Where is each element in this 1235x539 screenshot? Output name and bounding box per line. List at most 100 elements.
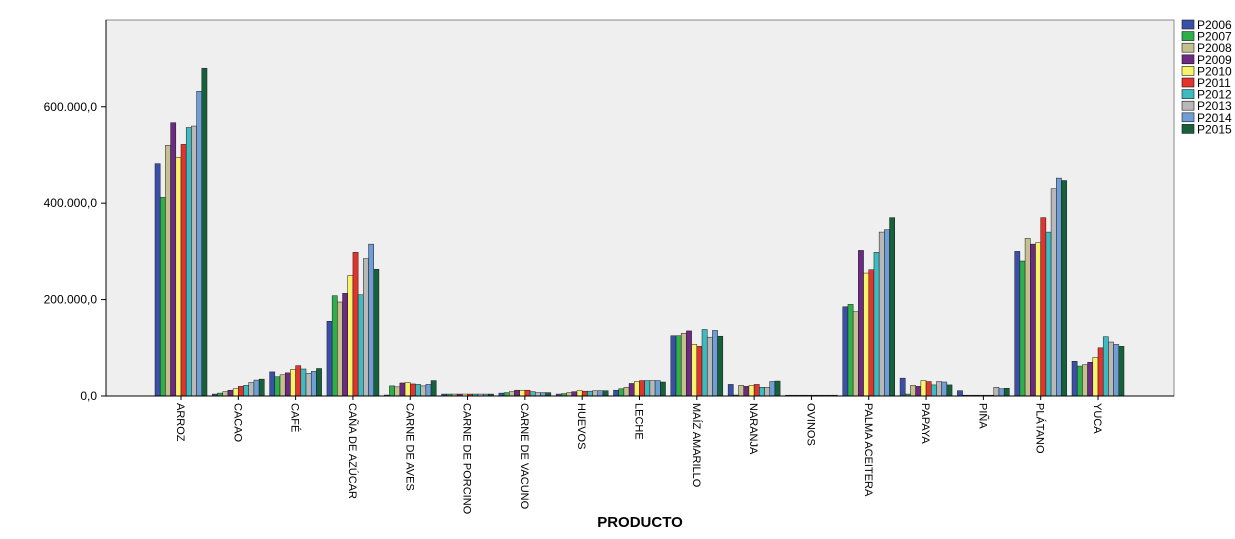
bar-p2014-4 <box>425 384 432 397</box>
legend-swatch <box>1181 66 1195 76</box>
y-tick-label: 200.000,0 <box>44 293 98 307</box>
x-tick-label: CARNE DE VACUNO <box>518 403 530 510</box>
legend-label: P2007 <box>1197 30 1232 44</box>
bar-p2010-9 <box>691 344 698 397</box>
bar-p2007-3 <box>331 295 338 397</box>
bar-p2011-16 <box>1097 347 1104 397</box>
bar-p2015-8 <box>660 381 666 397</box>
bar-p2012-0 <box>185 127 192 397</box>
x-tick-label: CAFÉ <box>289 403 302 432</box>
bar-p2010-1 <box>232 388 239 397</box>
bar-p2013-13 <box>936 381 942 397</box>
legend-label: P2013 <box>1197 99 1232 113</box>
y-axis: 0,0 200.000,0 400.000,0 600.000,0 <box>44 20 107 403</box>
bar-p2008-12 <box>852 311 859 397</box>
bar-p2007-15 <box>1019 260 1026 397</box>
bar-p2010-12 <box>863 272 869 397</box>
bar-p2008-1 <box>222 391 229 397</box>
bar-p2015-7 <box>602 390 609 397</box>
bar-p2006-12 <box>842 306 849 397</box>
legend-label: P2006 <box>1197 18 1232 32</box>
x-tick-label: PAPAYA <box>919 403 931 444</box>
bar-p2007-2 <box>274 376 281 397</box>
bar-p2010-15 <box>1035 242 1041 397</box>
bar-p2015-4 <box>430 380 437 397</box>
x-tick-label: PIÑA <box>976 403 989 429</box>
y-tick-label: 0,0 <box>80 389 97 403</box>
plot-area <box>105 19 1175 397</box>
bar-p2008-13 <box>910 385 916 397</box>
bar-p2014-15 <box>1056 177 1062 397</box>
bar-p2013-8 <box>649 380 656 397</box>
bar-p2015-3 <box>373 268 380 397</box>
bar-p2008-0 <box>165 145 171 397</box>
bar-p2009-0 <box>170 122 177 397</box>
legend: P2006P2007P2008P2009P2010P2011P2012P2013… <box>1181 18 1232 136</box>
x-tick-label: HUEVOS <box>575 403 587 449</box>
bar-p2014-13 <box>941 381 948 397</box>
bar-p2007-12 <box>847 304 854 397</box>
bar-p2011-4 <box>410 383 416 397</box>
bar-p2009-15 <box>1030 243 1036 397</box>
legend-label: P2012 <box>1197 88 1232 102</box>
bar-p2007-0 <box>159 197 166 397</box>
bar-p2006-14 <box>957 390 963 397</box>
bar-p2011-2 <box>295 365 302 397</box>
bar-p2009-4 <box>399 382 406 397</box>
bar-p2007-9 <box>675 335 682 397</box>
bar-p2010-7 <box>576 390 583 397</box>
bar-p2013-4 <box>420 385 427 397</box>
bar-p2011-6 <box>524 389 531 397</box>
legend-label: P2009 <box>1197 53 1232 67</box>
bar-p2007-4 <box>389 385 395 397</box>
x-tick-label: CAÑA DE AZÚCAR <box>346 403 359 499</box>
bar-p2012-16 <box>1102 336 1109 397</box>
bar-p2010-4 <box>404 382 411 397</box>
bar-p2015-12 <box>889 217 895 397</box>
bar-p2007-8 <box>618 388 625 397</box>
bar-p2011-1 <box>238 386 244 397</box>
bar-p2013-12 <box>878 231 885 397</box>
bar-p2011-9 <box>696 346 703 397</box>
bar-p2014-10 <box>769 381 776 397</box>
bar-p2014-6 <box>540 392 546 397</box>
bar-p2009-12 <box>858 250 864 397</box>
bar-p2012-12 <box>873 252 880 397</box>
bar-p2012-9 <box>701 329 708 397</box>
bar-p2006-8 <box>613 389 619 397</box>
bar-p2009-16 <box>1087 362 1094 397</box>
bar-p2015-0 <box>201 67 208 397</box>
bar-p2014-12 <box>884 229 890 397</box>
legend-swatch <box>1181 124 1195 134</box>
bar-p2015-10 <box>774 380 781 397</box>
legend-label: P2015 <box>1197 122 1232 136</box>
bar-p2009-1 <box>227 389 234 397</box>
x-tick-label: CARNE DE AVES <box>403 403 415 491</box>
x-tick-label: MAÍZ AMARILLO <box>690 403 703 488</box>
bar-p2009-3 <box>342 293 348 397</box>
bar-p2012-1 <box>243 385 249 397</box>
bar-p2012-4 <box>415 384 421 397</box>
bar-p2006-16 <box>1071 361 1078 397</box>
legend-swatch <box>1181 112 1195 123</box>
x-tick-label: PLÁTANO <box>1034 403 1047 454</box>
bar-p2011-7 <box>581 390 588 397</box>
bar-p2015-16 <box>1118 346 1125 397</box>
bar-p2013-3 <box>363 258 369 397</box>
legend-swatch <box>1181 54 1195 65</box>
bar-p2006-13 <box>899 377 906 397</box>
bar-p2006-0 <box>154 163 161 397</box>
bar-p2006-9 <box>670 335 677 397</box>
bar-p2008-8 <box>623 387 630 397</box>
x-tick-label: ARROZ <box>174 403 186 442</box>
bar-p2006-2 <box>269 371 276 397</box>
bar-p2008-4 <box>394 386 401 397</box>
legend-swatch <box>1181 42 1195 53</box>
bar-p2008-9 <box>680 333 687 397</box>
bar-p2008-6 <box>509 391 515 397</box>
bar-p2012-10 <box>759 387 765 397</box>
y-tick-label: 400.000,0 <box>44 196 98 210</box>
bar-p2015-2 <box>316 368 322 397</box>
